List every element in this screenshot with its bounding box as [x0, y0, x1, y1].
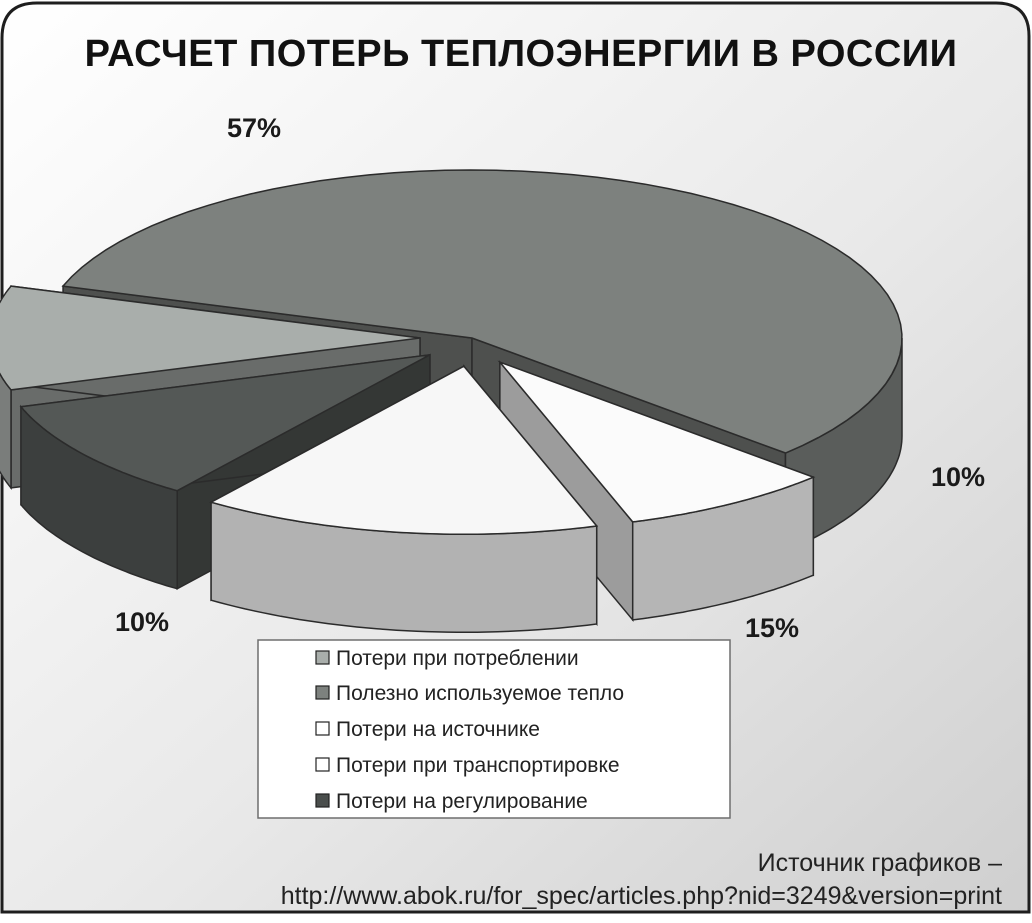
legend-label: Полезно используемое тепло	[336, 682, 624, 705]
legend-swatch	[315, 721, 330, 736]
legend-item-source: Потери на источнике	[315, 718, 540, 741]
legend-swatch	[315, 793, 330, 808]
pie-slice-source-losses	[497, 360, 816, 622]
chart-title: РАСЧЕТ ПОТЕРЬ ТЕПЛОЭНЕРГИИ В РОССИИ	[85, 33, 958, 75]
source-caption: Источник графиков –	[758, 849, 1002, 877]
legend-item-useful-heat: Полезно используемое тепло	[315, 682, 624, 705]
legend-label: Потери на источнике	[336, 718, 540, 741]
legend-swatch	[315, 685, 330, 700]
slice-rim	[0, 372, 12, 490]
slice-top	[19, 354, 431, 492]
pie-slice-transport-losses	[209, 364, 599, 633]
legend-item-transport: Потери при транспортировке	[315, 754, 620, 777]
label-source-losses: 10%	[931, 462, 985, 492]
slice-top	[61, 169, 903, 454]
legend-item-regulation: Потери на регулирование	[315, 790, 588, 813]
slice-top	[497, 360, 816, 523]
label-consumption-losses: 10%	[115, 607, 169, 637]
legend-item-consumption: Потери при потреблении	[315, 647, 579, 670]
label-useful-heat: 57%	[227, 113, 281, 143]
legend-box	[257, 639, 731, 819]
pie-slices	[0, 169, 903, 633]
slice-top	[209, 365, 599, 535]
label-transport-losses: 15%	[745, 613, 799, 643]
legend-label: Потери на регулирование	[336, 790, 588, 813]
legend-swatch	[315, 650, 330, 665]
legend-swatch	[315, 757, 330, 772]
legend-label: Потери при транспортировке	[336, 754, 620, 777]
slice-top	[0, 285, 421, 391]
legend-label: Потери при потреблении	[336, 647, 579, 670]
source-url: http://www.abok.ru/for_spec/articles.php…	[281, 882, 1002, 910]
legend: Потери при потреблении Полезно используе…	[257, 639, 731, 819]
